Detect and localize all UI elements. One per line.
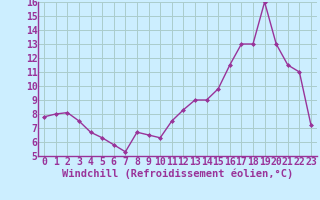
- X-axis label: Windchill (Refroidissement éolien,°C): Windchill (Refroidissement éolien,°C): [62, 168, 293, 179]
